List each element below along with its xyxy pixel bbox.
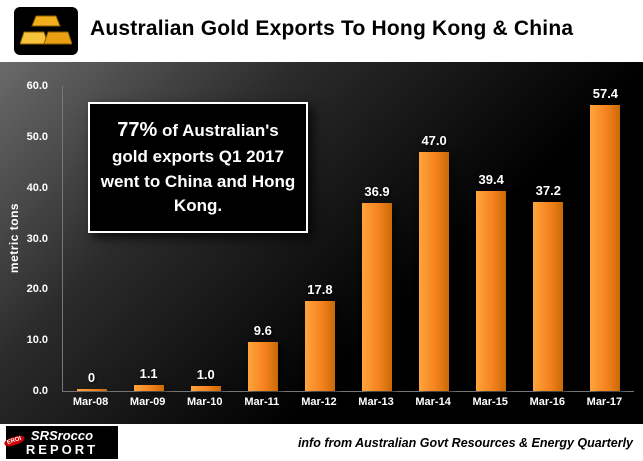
x-axis-label: Mar-11 xyxy=(244,396,280,408)
y-axis-tick-label: 40.0 xyxy=(26,182,48,194)
bar-value-label: 57.4 xyxy=(592,86,619,101)
y-axis-tick-label: 60.0 xyxy=(26,80,48,92)
x-axis-label: Mar-16 xyxy=(529,396,566,408)
y-axis-tick-label: 30.0 xyxy=(26,233,48,245)
bar-value-label: 0 xyxy=(87,370,96,385)
bar-value-label: 1.1 xyxy=(139,366,158,381)
x-axis-label: Mar-12 xyxy=(301,396,337,408)
bar-slot: 0 xyxy=(63,86,120,391)
logo-line2: REPORT xyxy=(25,441,99,457)
x-axis-label: Mar-17 xyxy=(586,396,623,408)
x-axis-label: Mar-15 xyxy=(472,396,508,408)
bar xyxy=(76,389,107,391)
bar-slot: 39.4 xyxy=(463,86,520,391)
y-axis-tick-label: 10.0 xyxy=(26,334,48,346)
bar xyxy=(419,152,450,391)
gold-bars-icon xyxy=(14,7,78,55)
bar-value-label: 1.0 xyxy=(196,367,215,382)
bar-slot: 9.6 xyxy=(234,86,291,391)
bar-slot: 47.0 xyxy=(406,86,463,391)
x-axis-label: Mar-14 xyxy=(415,396,451,408)
y-axis-tick-label: 0.0 xyxy=(32,385,48,397)
bar xyxy=(247,342,278,391)
bar xyxy=(133,385,164,391)
x-axis: Mar-08 Mar-09 Mar-10 Mar-11 Mar-12 Mar-13 Mar-… xyxy=(62,396,633,408)
bar xyxy=(533,202,564,391)
srsrocco-report-logo: EROI SRSrocco REPORT xyxy=(3,426,118,459)
logo-line1: SRSrocco xyxy=(30,427,94,443)
annotation-box: 77% of Australian's gold exports Q1 2017… xyxy=(88,102,308,233)
bar xyxy=(362,203,393,391)
bar-slot: 1.1 xyxy=(120,86,177,391)
bar-slot: 17.8 xyxy=(291,86,348,391)
footer: EROI SRSrocco REPORT info from Australia… xyxy=(0,424,643,461)
y-axis: 0.0 10.0 20.0 30.0 40.0 50.0 60.0 xyxy=(0,80,56,397)
plot-area: 0 1.1 1.0 9.6 17.8 36.9 47.0 39.4 37.2 57.4 xyxy=(62,86,634,392)
bar-value-label: 37.2 xyxy=(535,183,561,198)
bar-value-label: 9.6 xyxy=(253,323,272,338)
bar xyxy=(304,301,335,391)
bar-slot: 1.0 xyxy=(177,86,234,391)
page-title: Australian Gold Exports To Hong Kong & C… xyxy=(90,17,574,40)
x-axis-label: Mar-09 xyxy=(129,396,166,408)
bar-value-label: 36.9 xyxy=(364,184,390,199)
y-axis-tick-label: 20.0 xyxy=(26,283,48,295)
header: Australian Gold Exports To Hong Kong & C… xyxy=(0,0,643,62)
x-axis-label: Mar-10 xyxy=(187,396,223,408)
annotation-lead: 77% xyxy=(117,119,158,141)
bar xyxy=(476,191,507,391)
x-axis-label: Mar-08 xyxy=(72,396,109,408)
bar-slot: 37.2 xyxy=(520,86,577,391)
bar xyxy=(190,386,221,391)
annotation-text: of Australian's gold exports Q1 2017 wen… xyxy=(100,121,296,216)
bar-chart: metric tons 0.0 10.0 20.0 30.0 40.0 50.0 60.0 … xyxy=(0,62,643,424)
x-axis-label: Mar-13 xyxy=(358,396,394,408)
eroi-badge: EROI xyxy=(3,434,26,449)
bar-slot: 36.9 xyxy=(349,86,406,391)
bar-value-label: 17.8 xyxy=(307,282,333,297)
bar-slot: 57.4 xyxy=(577,86,634,391)
bar-value-label: 47.0 xyxy=(421,133,447,148)
bar xyxy=(590,105,621,391)
bar-value-label: 39.4 xyxy=(478,172,504,187)
y-axis-tick-label: 50.0 xyxy=(26,131,48,143)
source-note: info from Australian Govt Resources & En… xyxy=(297,436,633,450)
